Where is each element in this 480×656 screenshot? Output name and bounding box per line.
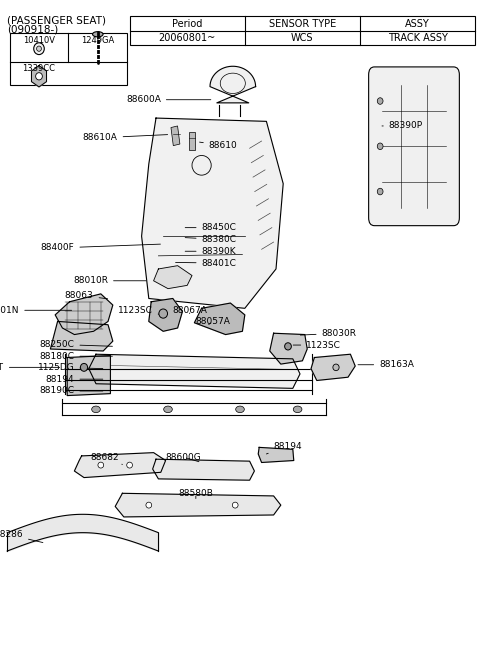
Text: WCS: WCS	[291, 33, 313, 43]
Text: 1123SC: 1123SC	[118, 306, 160, 315]
Ellipse shape	[34, 43, 44, 54]
Ellipse shape	[232, 502, 238, 508]
Text: 88194: 88194	[266, 441, 302, 454]
Ellipse shape	[98, 462, 104, 468]
Polygon shape	[74, 453, 166, 478]
Text: Period: Period	[172, 18, 203, 29]
Ellipse shape	[81, 363, 88, 371]
Bar	[10, 33, 127, 85]
Ellipse shape	[127, 462, 132, 468]
Ellipse shape	[293, 406, 302, 413]
Ellipse shape	[192, 155, 211, 175]
Polygon shape	[89, 354, 300, 388]
Text: 88250C: 88250C	[39, 340, 112, 349]
Polygon shape	[270, 333, 307, 364]
Text: 88610: 88610	[200, 141, 238, 150]
Polygon shape	[32, 66, 47, 87]
Text: 88580B: 88580B	[179, 489, 213, 499]
Text: ASSY: ASSY	[405, 18, 430, 29]
Text: 88600G: 88600G	[166, 453, 202, 462]
Text: 88286: 88286	[0, 530, 43, 543]
Text: 88390P: 88390P	[382, 121, 423, 131]
Text: 88194: 88194	[46, 375, 103, 384]
Text: TRACK ASSY: TRACK ASSY	[388, 33, 447, 43]
Ellipse shape	[377, 188, 383, 195]
Text: 88067A: 88067A	[173, 306, 208, 315]
Text: 1249GA: 1249GA	[81, 36, 114, 45]
Text: 1123SC: 1123SC	[293, 340, 341, 350]
Polygon shape	[210, 66, 255, 103]
Ellipse shape	[36, 73, 42, 80]
Ellipse shape	[164, 406, 172, 413]
Bar	[171, 126, 180, 146]
Text: 1125DG: 1125DG	[37, 363, 103, 372]
Bar	[189, 132, 195, 150]
Text: 88030R: 88030R	[300, 329, 357, 338]
Text: 88163A: 88163A	[358, 360, 414, 369]
Polygon shape	[115, 493, 281, 517]
Text: 88010R: 88010R	[73, 276, 146, 285]
Ellipse shape	[377, 98, 383, 104]
Text: (PASSENGER SEAT): (PASSENGER SEAT)	[7, 15, 106, 25]
Ellipse shape	[36, 46, 41, 51]
Polygon shape	[311, 354, 355, 380]
Text: 88180C: 88180C	[39, 352, 112, 361]
Ellipse shape	[333, 364, 339, 371]
FancyBboxPatch shape	[369, 67, 459, 226]
Text: 88400F: 88400F	[41, 243, 160, 253]
Polygon shape	[50, 321, 113, 351]
Polygon shape	[194, 303, 245, 335]
Polygon shape	[142, 118, 283, 308]
Text: 88450C: 88450C	[185, 223, 237, 232]
Ellipse shape	[93, 31, 103, 37]
Text: 88200T: 88200T	[0, 363, 60, 372]
Polygon shape	[153, 459, 254, 480]
Polygon shape	[149, 298, 182, 331]
Polygon shape	[154, 266, 192, 289]
Text: 88063: 88063	[65, 291, 108, 300]
Ellipse shape	[236, 406, 244, 413]
Text: 88190C: 88190C	[39, 386, 103, 396]
Text: (090918-): (090918-)	[7, 25, 59, 35]
Text: 10410V: 10410V	[23, 36, 55, 45]
Text: 88601N: 88601N	[0, 306, 72, 315]
Ellipse shape	[146, 502, 152, 508]
Text: 88600A: 88600A	[126, 95, 211, 104]
Text: 88390K: 88390K	[185, 247, 236, 256]
Ellipse shape	[285, 342, 291, 350]
Bar	[130, 16, 475, 45]
Text: 88380C: 88380C	[185, 235, 237, 244]
Text: 88610A: 88610A	[83, 133, 168, 142]
Text: 1339CC: 1339CC	[23, 64, 56, 73]
Ellipse shape	[92, 406, 100, 413]
Ellipse shape	[159, 309, 168, 318]
Text: 88401C: 88401C	[176, 258, 237, 268]
Polygon shape	[258, 447, 294, 462]
Ellipse shape	[377, 143, 383, 150]
Polygon shape	[67, 356, 110, 396]
Text: 88682: 88682	[90, 453, 122, 464]
Text: 20060801~: 20060801~	[158, 33, 216, 43]
Text: SENSOR TYPE: SENSOR TYPE	[269, 18, 336, 29]
Polygon shape	[55, 294, 113, 335]
Text: 88057A: 88057A	[196, 317, 231, 326]
